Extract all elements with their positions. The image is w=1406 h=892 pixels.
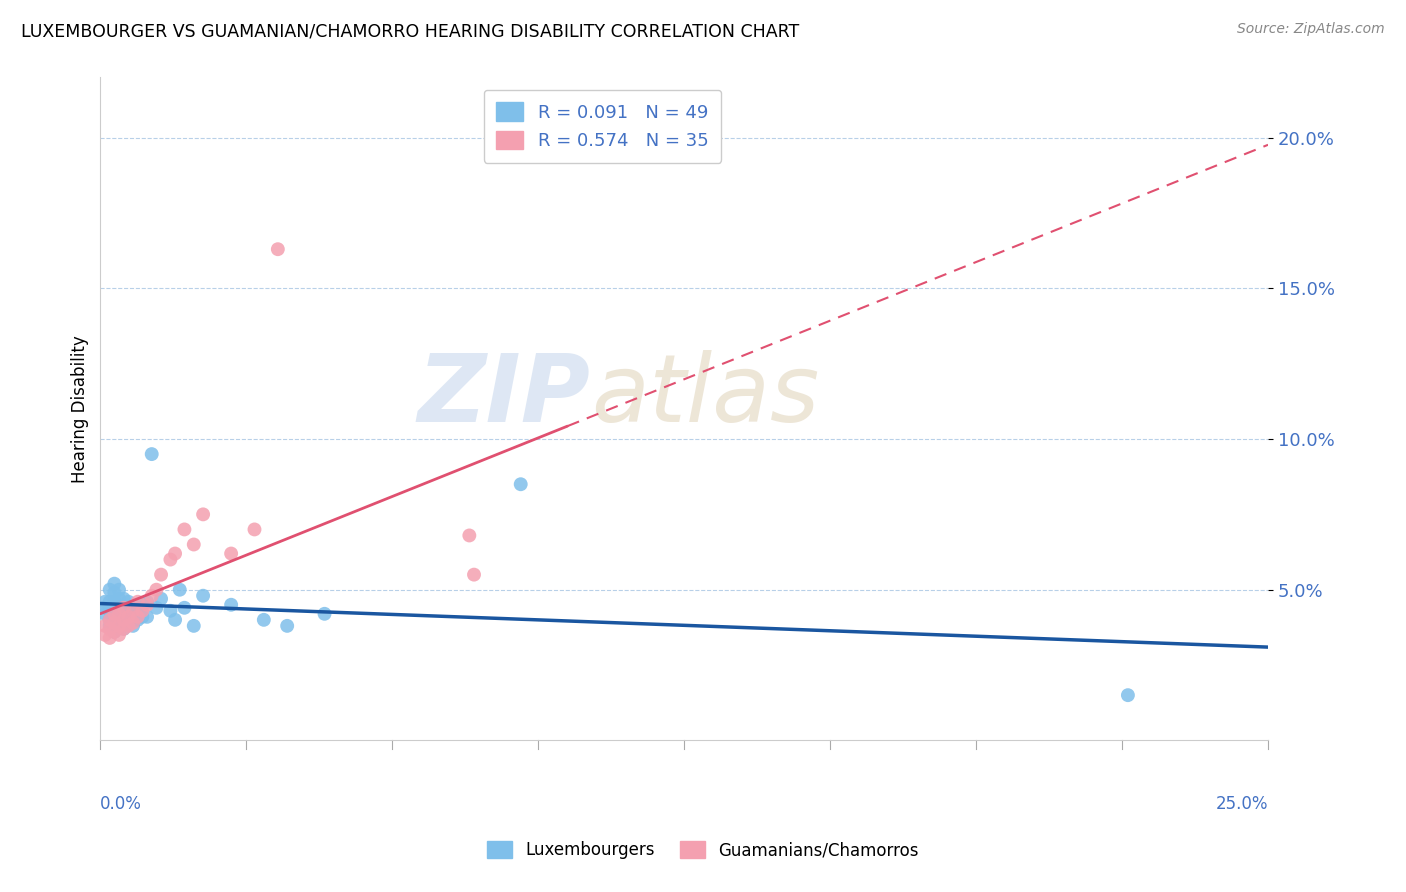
Point	[165, 547, 187, 561]
Point	[122, 604, 145, 618]
Point	[98, 582, 121, 597]
Point	[145, 600, 167, 615]
Point	[165, 613, 187, 627]
Point	[243, 523, 266, 537]
Point	[253, 613, 276, 627]
Text: LUXEMBOURGER VS GUAMANIAN/CHAMORRO HEARING DISABILITY CORRELATION CHART: LUXEMBOURGER VS GUAMANIAN/CHAMORRO HEARI…	[21, 22, 800, 40]
Point	[136, 595, 159, 609]
Point	[103, 604, 125, 618]
Point	[98, 604, 121, 618]
Point	[98, 622, 121, 636]
Point	[136, 610, 159, 624]
Point	[108, 628, 131, 642]
Point	[145, 582, 167, 597]
Point	[131, 610, 153, 624]
Point	[219, 598, 242, 612]
Point	[117, 615, 139, 630]
Point	[458, 528, 481, 542]
Point	[127, 600, 149, 615]
Point	[122, 615, 145, 630]
Point	[103, 607, 125, 621]
Text: atlas: atlas	[591, 351, 820, 442]
Point	[98, 613, 121, 627]
Text: 25.0%: 25.0%	[1216, 795, 1268, 813]
Point	[117, 619, 139, 633]
Point	[463, 567, 485, 582]
Point	[108, 610, 131, 624]
Point	[103, 624, 125, 639]
Point	[98, 631, 121, 645]
Point	[150, 567, 173, 582]
Point	[103, 624, 125, 639]
Point	[94, 619, 117, 633]
Point	[127, 595, 149, 609]
Point	[112, 604, 135, 618]
Point	[159, 604, 181, 618]
Point	[108, 582, 131, 597]
Point	[112, 622, 135, 636]
Point	[314, 607, 336, 621]
Point	[183, 619, 205, 633]
Point	[94, 607, 117, 621]
Point	[169, 582, 191, 597]
Point	[509, 477, 531, 491]
Point	[127, 610, 149, 624]
Point	[94, 600, 117, 615]
Point	[191, 508, 214, 522]
Point	[108, 619, 131, 633]
Point	[191, 589, 214, 603]
Text: Source: ZipAtlas.com: Source: ZipAtlas.com	[1237, 22, 1385, 37]
Point	[159, 552, 181, 566]
Point	[131, 598, 153, 612]
Point	[108, 607, 131, 621]
Point	[127, 613, 149, 627]
Point	[112, 613, 135, 627]
Point	[108, 619, 131, 633]
Point	[94, 595, 117, 609]
Point	[219, 547, 242, 561]
Point	[112, 613, 135, 627]
Point	[108, 591, 131, 606]
Point	[122, 619, 145, 633]
Point	[112, 622, 135, 636]
Legend: Luxembourgers, Guamanians/Chamorros: Luxembourgers, Guamanians/Chamorros	[481, 834, 925, 866]
Point	[112, 591, 135, 606]
Point	[117, 610, 139, 624]
Point	[141, 589, 163, 603]
Point	[103, 613, 125, 627]
Legend: R = 0.091   N = 49, R = 0.574   N = 35: R = 0.091 N = 49, R = 0.574 N = 35	[484, 90, 721, 162]
Point	[98, 595, 121, 609]
Text: 0.0%: 0.0%	[100, 795, 142, 813]
Point	[103, 576, 125, 591]
Point	[112, 600, 135, 615]
Point	[108, 600, 131, 615]
Point	[1116, 688, 1139, 702]
Point	[103, 585, 125, 599]
Point	[117, 595, 139, 609]
Point	[183, 537, 205, 551]
Point	[136, 598, 159, 612]
Point	[103, 615, 125, 630]
Point	[173, 523, 195, 537]
Point	[267, 242, 290, 256]
Y-axis label: Hearing Disability: Hearing Disability	[72, 335, 89, 483]
Point	[98, 613, 121, 627]
Point	[122, 604, 145, 618]
Point	[141, 447, 163, 461]
Point	[131, 604, 153, 618]
Text: ZIP: ZIP	[418, 350, 591, 442]
Point	[117, 607, 139, 621]
Point	[173, 600, 195, 615]
Point	[150, 591, 173, 606]
Point	[94, 628, 117, 642]
Point	[276, 619, 298, 633]
Point	[98, 619, 121, 633]
Point	[103, 595, 125, 609]
